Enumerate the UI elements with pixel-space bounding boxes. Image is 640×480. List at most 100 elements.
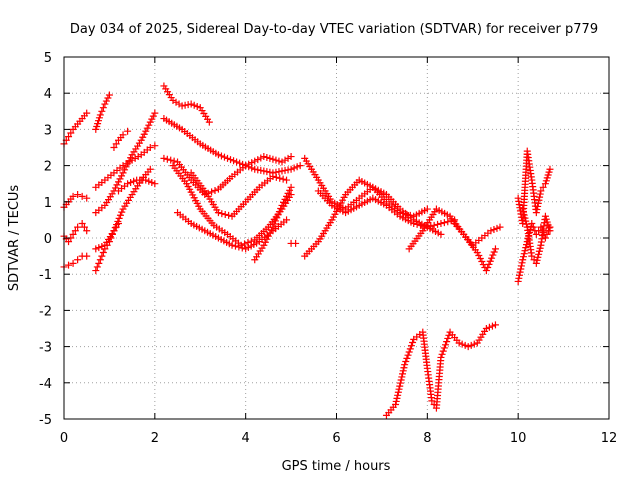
data-point bbox=[151, 142, 159, 150]
data-point bbox=[519, 208, 527, 216]
data-point bbox=[230, 157, 238, 165]
data-point bbox=[221, 210, 229, 218]
data-point bbox=[104, 94, 112, 102]
data-point bbox=[283, 192, 291, 200]
data-point bbox=[235, 243, 243, 251]
data-point bbox=[521, 247, 529, 255]
data-point bbox=[145, 121, 153, 129]
data-point bbox=[437, 220, 445, 228]
series-trace-e bbox=[92, 91, 113, 133]
data-point bbox=[139, 133, 147, 141]
data-point bbox=[402, 358, 410, 366]
data-point bbox=[69, 259, 77, 267]
data-point bbox=[233, 158, 241, 166]
x-tick-label: 8 bbox=[423, 431, 431, 446]
data-point bbox=[119, 169, 127, 177]
data-point bbox=[205, 118, 213, 126]
data-point bbox=[130, 177, 138, 185]
data-point bbox=[143, 124, 151, 132]
data-point bbox=[485, 323, 493, 331]
data-point bbox=[254, 156, 262, 164]
data-point bbox=[112, 223, 120, 231]
data-point bbox=[95, 259, 103, 267]
data-point bbox=[396, 382, 404, 390]
data-point bbox=[248, 159, 256, 167]
data-point bbox=[65, 261, 73, 269]
data-point bbox=[283, 176, 291, 184]
data-point bbox=[275, 168, 283, 176]
data-point bbox=[65, 133, 73, 141]
x-tick-label: 10 bbox=[510, 431, 527, 446]
series-trace-x bbox=[451, 220, 504, 249]
data-point bbox=[211, 186, 219, 194]
data-point bbox=[181, 101, 189, 109]
data-point bbox=[534, 253, 542, 261]
data-point bbox=[163, 155, 171, 163]
data-point bbox=[405, 348, 413, 356]
data-point bbox=[146, 118, 154, 126]
y-tick-label: 4 bbox=[44, 87, 52, 102]
data-point bbox=[74, 223, 82, 231]
data-point bbox=[406, 345, 414, 353]
x-tick-label: 2 bbox=[151, 431, 159, 446]
data-point bbox=[279, 175, 287, 183]
data-point bbox=[437, 230, 445, 238]
data-point bbox=[434, 220, 442, 228]
data-point bbox=[273, 214, 281, 222]
data-point bbox=[280, 198, 288, 206]
data-point bbox=[423, 205, 431, 213]
data-point bbox=[272, 156, 280, 164]
data-point bbox=[517, 265, 525, 273]
data-point bbox=[71, 227, 79, 235]
y-axis-label: SDTVAR / TECUs bbox=[7, 185, 22, 292]
data-point bbox=[142, 127, 150, 135]
data-point bbox=[287, 183, 295, 191]
data-point bbox=[475, 251, 483, 259]
data-point bbox=[96, 111, 104, 119]
data-point bbox=[107, 234, 115, 242]
data-point bbox=[269, 172, 277, 180]
data-point bbox=[278, 167, 286, 175]
data-point bbox=[110, 144, 118, 151]
grid-lines bbox=[64, 57, 609, 419]
data-point bbox=[284, 189, 292, 197]
data-point bbox=[148, 178, 156, 186]
data-point bbox=[124, 160, 132, 168]
data-point bbox=[515, 271, 523, 279]
y-tick-label: -4 bbox=[39, 377, 52, 392]
data-point bbox=[290, 164, 298, 172]
data-point bbox=[470, 340, 478, 348]
data-point bbox=[536, 190, 544, 198]
data-point bbox=[231, 242, 239, 250]
data-point bbox=[493, 224, 501, 232]
data-point bbox=[287, 153, 295, 161]
data-point bbox=[440, 219, 448, 227]
series-trace-ab bbox=[519, 205, 554, 267]
data-point bbox=[98, 107, 106, 115]
data-point bbox=[514, 277, 522, 285]
data-point bbox=[241, 240, 249, 248]
series-trace-y bbox=[382, 321, 499, 419]
data-point bbox=[275, 208, 283, 216]
data-point bbox=[394, 388, 402, 396]
x-axis-label: GPS time / hours bbox=[282, 459, 391, 474]
data-point bbox=[539, 183, 547, 191]
y-tick-label: 0 bbox=[44, 232, 52, 247]
series-trace-n bbox=[160, 153, 295, 199]
data-point bbox=[287, 165, 295, 173]
data-point bbox=[464, 343, 472, 351]
data-point bbox=[399, 370, 407, 378]
data-point bbox=[392, 401, 400, 409]
data-point bbox=[264, 232, 272, 240]
y-tick-label: -3 bbox=[39, 341, 52, 356]
data-point bbox=[184, 101, 192, 109]
series-trace-w bbox=[405, 205, 499, 275]
data-point bbox=[490, 226, 498, 234]
data-point bbox=[187, 100, 195, 108]
data-point bbox=[251, 157, 259, 165]
data-point bbox=[121, 166, 129, 174]
data-point bbox=[190, 101, 198, 109]
data-point bbox=[245, 160, 253, 168]
data-point bbox=[535, 250, 543, 258]
data-point bbox=[403, 210, 411, 218]
